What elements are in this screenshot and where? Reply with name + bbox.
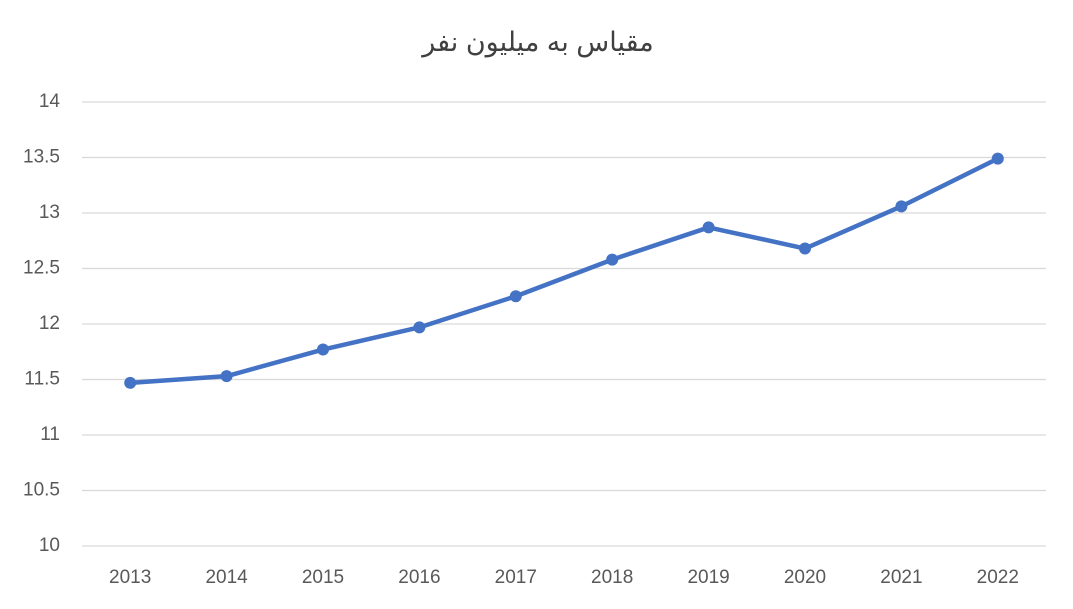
data-point [124,376,137,389]
y-tick-label: 11 [40,424,60,445]
y-tick-label: 12.5 [23,258,60,279]
x-tick-label: 2018 [591,567,633,588]
chart-title: مقیاس به میلیون نفر [420,27,654,58]
y-tick-label: 12 [39,313,60,334]
y-tick-label: 13.5 [23,147,60,168]
x-tick-label: 2019 [687,567,729,588]
y-tick-label: 10.5 [23,480,60,501]
x-tick-label: 2015 [302,567,344,588]
data-point [895,200,908,213]
y-tick-label: 14 [39,91,61,112]
y-tick-label: 13 [39,202,60,223]
x-tick-label: 2014 [205,567,248,588]
data-point [991,152,1004,165]
data-point [317,343,329,356]
x-tick-label: 2016 [398,567,440,588]
x-tick-label: 2013 [109,567,151,588]
data-line [127,156,1001,386]
data-point [799,242,811,255]
x-tick-label: 2021 [880,567,922,588]
data-point [509,290,522,303]
data-point [413,321,426,334]
data-point [606,253,619,266]
x-tick-label: 2020 [784,567,826,588]
x-tick-label: 2017 [495,567,537,588]
y-tick-label: 10 [39,535,60,556]
y-tick-label: 11.5 [24,369,60,390]
data-point [702,221,715,234]
data-point [220,370,233,383]
x-tick-label: 2022 [977,567,1019,588]
